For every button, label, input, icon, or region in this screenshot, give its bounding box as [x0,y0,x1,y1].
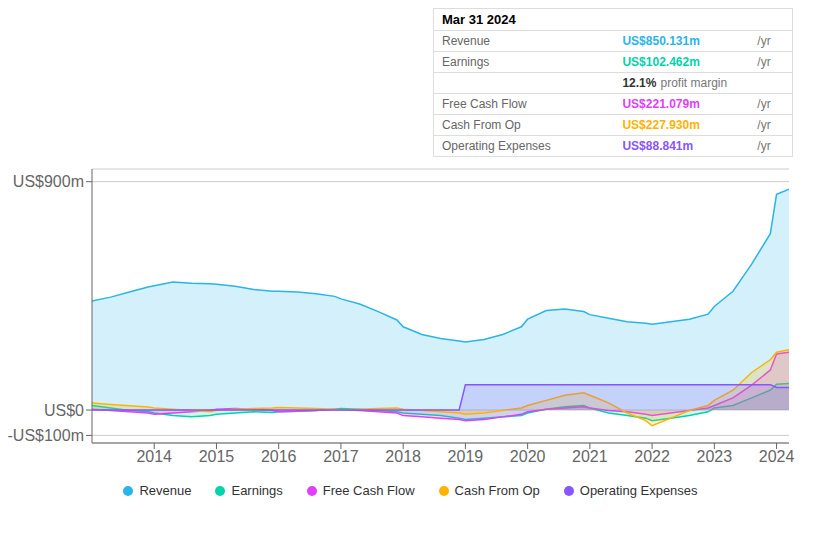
svg-text:2016: 2016 [261,448,297,465]
html-text:/yr: /yr [757,139,771,153]
html-text:Revenue: Revenue [442,34,490,48]
html-text:Earnings: Earnings [231,483,283,498]
html-text:/yr: /yr [757,97,771,111]
svg-text:2020: 2020 [510,448,546,465]
svg-text:2015: 2015 [199,448,235,465]
html-text:Revenue: Revenue [139,483,192,498]
svg-text:2023: 2023 [697,448,733,465]
svg-text:US$0: US$0 [44,402,84,419]
html-text:Earnings: Earnings [442,55,490,69]
html-text:Operating Expenses: Operating Expenses [579,483,698,498]
svg-text:2021: 2021 [572,448,608,465]
html-text:Free Cash Flow: Free Cash Flow [442,97,527,111]
html-text:US$102.462m: US$102.462m [622,55,700,69]
svg-text:2017: 2017 [323,448,359,465]
svg-text:US$900m: US$900m [13,173,84,190]
svg-text:2014: 2014 [136,448,172,465]
html-text:Free Cash Flow: Free Cash Flow [322,483,415,498]
html-text:US$221.079m: US$221.079m [622,97,700,111]
html-text:/yr: /yr [757,55,771,69]
svg-text:2022: 2022 [634,448,670,465]
svg-text:-US$100m: -US$100m [8,427,84,444]
html-text:12.1% profit margin: 12.1% profit margin [622,76,728,90]
html-text:/yr: /yr [757,118,771,132]
svg-text:2018: 2018 [385,448,421,465]
html-text:Mar 31 2024: Mar 31 2024 [442,12,516,27]
html-text:/yr: /yr [757,34,771,48]
html-text:Cash From Op: Cash From Op [442,118,521,132]
svg-text:2019: 2019 [448,448,484,465]
html-text:Operating Expenses: Operating Expenses [442,139,551,153]
svg-text:2024: 2024 [759,448,795,465]
html-text:US$850.131m: US$850.131m [622,34,700,48]
html-text:US$88.841m: US$88.841m [622,139,694,153]
html-text:Cash From Op: Cash From Op [454,483,540,498]
html-text:US$227.930m: US$227.930m [622,118,700,132]
